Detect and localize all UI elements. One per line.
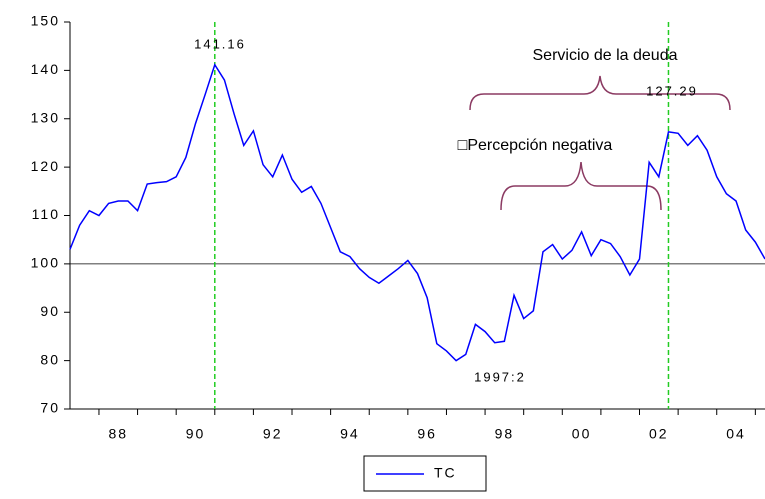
y-tick-label: 110	[32, 206, 60, 222]
x-tick-label: 02	[649, 426, 669, 442]
brace-percepcion	[500, 161, 662, 211]
legend-box	[363, 455, 487, 492]
annotation: Servicio de la deuda	[533, 47, 678, 64]
y-tick-label: 80	[40, 351, 60, 367]
annotation: 127.29	[646, 83, 698, 98]
x-tick-label: 96	[417, 426, 437, 442]
annotation: 141.16	[194, 36, 246, 51]
y-tick-label: 150	[31, 13, 60, 29]
x-tick-label: 92	[263, 426, 283, 442]
annotation: 1997:2	[474, 369, 526, 384]
y-tick-label: 90	[40, 303, 60, 319]
y-tick-label: 70	[40, 400, 60, 416]
series-line	[69, 63, 765, 362]
y-tick-label: 140	[31, 61, 60, 77]
brace-servicio	[469, 75, 731, 111]
y-tick-label: 130	[31, 109, 60, 125]
x-tick-label: 90	[186, 426, 206, 442]
x-tick-label: 00	[572, 426, 592, 442]
x-tick-label: 88	[108, 426, 128, 442]
annotation: □Percepción negativa	[458, 137, 613, 154]
x-tick-label: 04	[726, 426, 746, 442]
x-tick-label: 98	[495, 426, 515, 442]
legend-label: TC	[434, 465, 457, 481]
y-tick-label: 120	[31, 158, 60, 174]
x-tick-label: 94	[340, 426, 360, 442]
y-tick-label: 100	[31, 255, 60, 271]
